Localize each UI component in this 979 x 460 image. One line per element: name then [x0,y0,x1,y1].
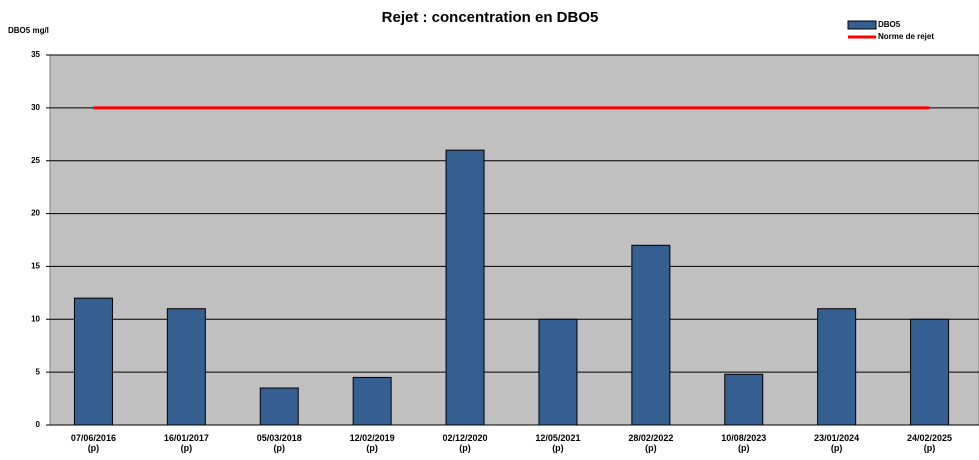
chart-title: Rejet : concentration en DBO5 [382,9,599,26]
bar [259,387,299,426]
y-tick-label: 35 [31,50,40,59]
bar [538,318,578,426]
bar [352,376,392,426]
x-tick-label: 10/08/2023 (p) [721,433,767,453]
x-tick-label: 12/05/2021 (p) [535,433,581,453]
y-axis-label: DBO5 mg/l [8,26,49,35]
y-tick-label: 0 [36,420,41,429]
bar [724,373,764,426]
legend-label: Norme de rejet [878,32,934,41]
legend-swatch [847,20,877,30]
bar [631,244,671,426]
x-tick-label: 12/02/2019 (p) [349,433,395,453]
bar [166,308,206,426]
y-tick-label: 5 [36,367,41,376]
y-tick-label: 25 [31,156,40,165]
y-tick-label: 15 [31,262,40,271]
bar [910,318,950,426]
x-tick-label: 16/01/2017 (p) [163,433,209,453]
x-tick-label: 02/12/2020 (p) [442,433,488,453]
x-tick-label: 07/06/2016 (p) [70,433,116,453]
x-tick-label: 23/01/2024 (p) [814,433,860,453]
y-tick-label: 20 [31,209,40,218]
x-tick-label: 05/03/2018 (p) [256,433,302,453]
y-tick-label: 30 [31,103,40,112]
bar [817,308,857,426]
y-tick-label: 10 [31,314,40,323]
x-tick-label: 24/02/2025 (p) [907,433,953,453]
bar [445,149,485,426]
bar [73,297,113,426]
x-tick-label: 28/02/2022 (p) [628,433,674,453]
legend-label: DBO5 [878,20,901,29]
